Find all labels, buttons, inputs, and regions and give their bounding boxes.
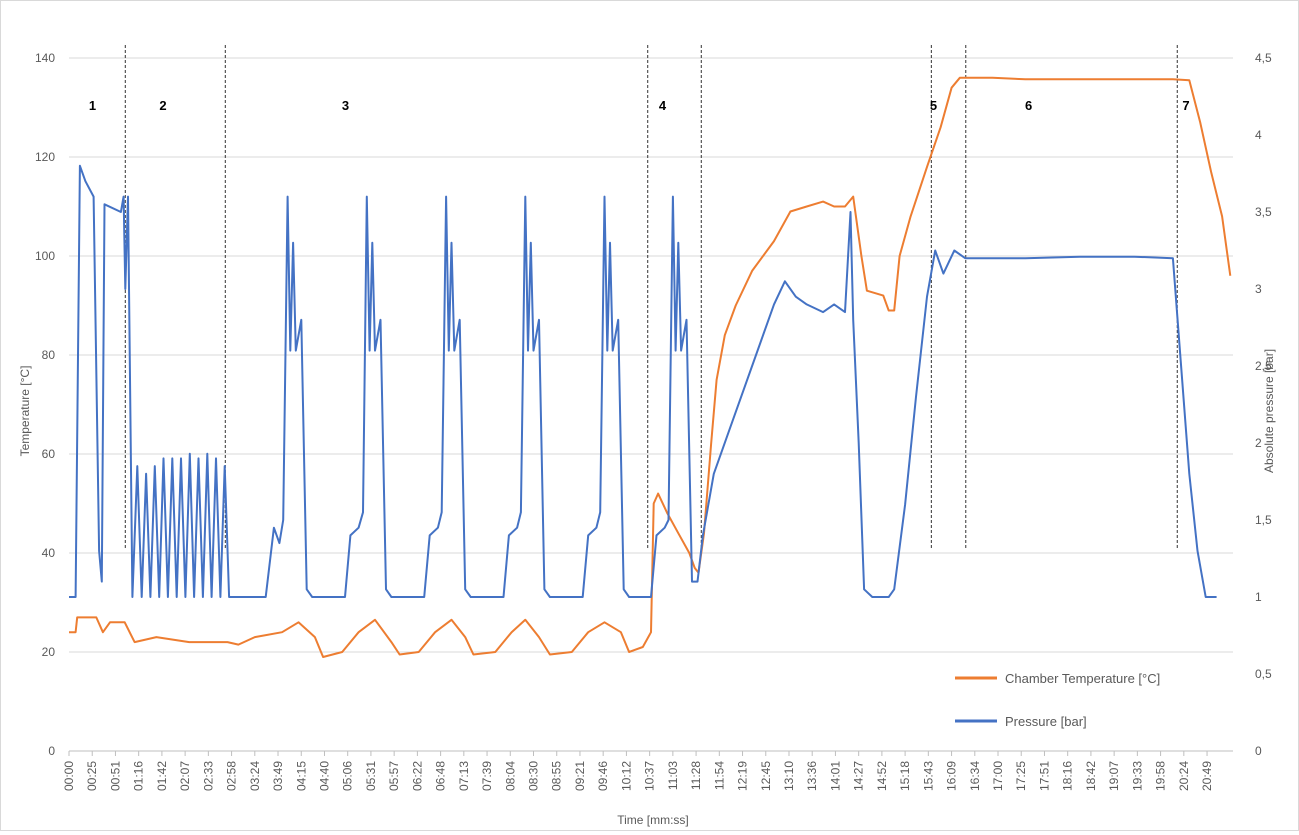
x-tick-label: 13:10 [782,761,796,791]
y-axis-title: Temperature [°C] [18,366,32,457]
x-tick-label: 00:00 [62,761,76,791]
x-tick-label: 04:15 [294,761,308,791]
x-tick-label: 15:43 [921,761,935,791]
y-tick-label: 140 [35,51,55,65]
y2-tick-label: 3,5 [1255,205,1272,219]
y2-tick-label: 1 [1255,590,1262,604]
phase-label: 6 [1025,98,1032,113]
y2-axis-ticks: 0 0,5 1 1,5 2 2,5 3 3,5 4 4,5 [1255,51,1272,758]
x-tick-label: 02:58 [225,761,239,791]
x-tick-label: 06:22 [410,761,424,791]
x-tick-label: 18:42 [1084,761,1098,791]
y2-tick-label: 2,5 [1255,359,1272,373]
x-tick-label: 17:25 [1014,761,1028,791]
phase-label: 1 [89,98,96,113]
phase-label: 7 [1182,98,1189,113]
x-tick-label: 09:46 [596,761,610,791]
x-tick-label: 01:42 [155,761,169,791]
y2-tick-label: 2 [1255,436,1262,450]
y-tick-label: 0 [48,744,55,758]
x-tick-label: 10:12 [619,761,633,791]
legend: Chamber Temperature [°C] Pressure [bar] [955,671,1160,729]
x-tick-label: 00:25 [85,761,99,791]
pressure-series-line [69,164,1217,598]
y-tick-label: 40 [42,546,56,560]
x-tick-label: 03:24 [248,761,262,791]
x-tick-label: 19:07 [1107,761,1121,791]
x-tick-label: 17:00 [991,761,1005,791]
phase-label: 5 [930,98,937,113]
x-tick-label: 11:03 [666,761,680,790]
y2-tick-label: 4,5 [1255,51,1272,65]
x-tick-label: 19:58 [1154,761,1168,791]
y-axis-ticks: 0 20 40 60 80 100 120 140 [35,51,55,758]
y2-tick-label: 3 [1255,282,1262,296]
phase-labels: 1 2 3 4 5 6 7 [89,98,1190,113]
x-tick-label: 06:48 [434,761,448,791]
series-lines [69,76,1232,658]
x-tick-label: 11:28 [689,761,703,790]
x-tick-label: 15:18 [898,761,912,791]
phase-boundaries [124,45,1178,548]
y2-tick-label: 0 [1255,744,1262,758]
y-tick-label: 60 [42,447,56,461]
phase-label: 2 [159,98,166,113]
y-tick-label: 120 [35,150,55,164]
x-tick-label: 14:01 [828,761,842,791]
x-tick-label: 14:52 [875,761,889,791]
x-tick-label: 12:19 [736,761,750,791]
x-tick-label: 03:49 [271,761,285,791]
x-tick-label: 09:21 [573,761,587,791]
x-tick-label: 02:07 [178,761,192,791]
x-tick-label: 19:33 [1130,761,1144,791]
x-tick-label: 08:55 [550,761,564,791]
x-tick-label: 16:34 [968,761,982,791]
y-tick-label: 20 [42,645,56,659]
temperature-series-line [69,76,1232,658]
phase-label: 4 [659,98,667,113]
x-tick-label: 18:16 [1061,761,1075,791]
x-tick-label: 13:36 [805,761,819,791]
x-tick-label: 14:27 [852,761,866,791]
x-tick-label: 20:24 [1177,761,1191,791]
x-tick-label: 05:57 [387,761,401,791]
x-axis-ticks: 00:00 00:25 00:51 01:16 01:42 02:07 02:33 02:58… [62,751,1214,791]
x-tick-label: 05:31 [364,761,378,791]
x-tick-label: 11:54 [712,761,726,790]
phase-label: 3 [342,98,349,113]
x-tick-label: 00:51 [108,761,122,791]
x-tick-label: 07:13 [457,761,471,791]
y2-tick-label: 1,5 [1255,513,1272,527]
x-tick-label: 08:30 [527,761,541,791]
y-tick-label: 100 [35,249,55,263]
x-tick-label: 10:37 [643,761,657,791]
x-tick-label: 16:09 [945,761,959,791]
x-tick-label: 07:39 [480,761,494,791]
x-tick-label: 05:06 [341,761,355,791]
y-tick-label: 80 [42,348,56,362]
x-tick-label: 20:49 [1200,761,1214,791]
y2-axis-title: Absolute pressure [bar] [1262,349,1276,473]
x-tick-label: 12:45 [759,761,773,791]
x-tick-label: 01:16 [132,761,146,791]
y2-tick-label: 0,5 [1255,667,1272,681]
gridlines [69,57,1233,752]
x-tick-label: 08:04 [503,761,517,791]
legend-label-temperature: Chamber Temperature [°C] [1005,671,1160,686]
legend-label-pressure: Pressure [bar] [1005,714,1087,729]
y2-tick-label: 4 [1255,128,1262,142]
x-tick-label: 02:33 [201,761,215,791]
x-tick-label: 17:51 [1037,761,1051,791]
x-axis-title: Time [mm:ss] [617,813,689,827]
x-tick-label: 04:40 [317,761,331,791]
